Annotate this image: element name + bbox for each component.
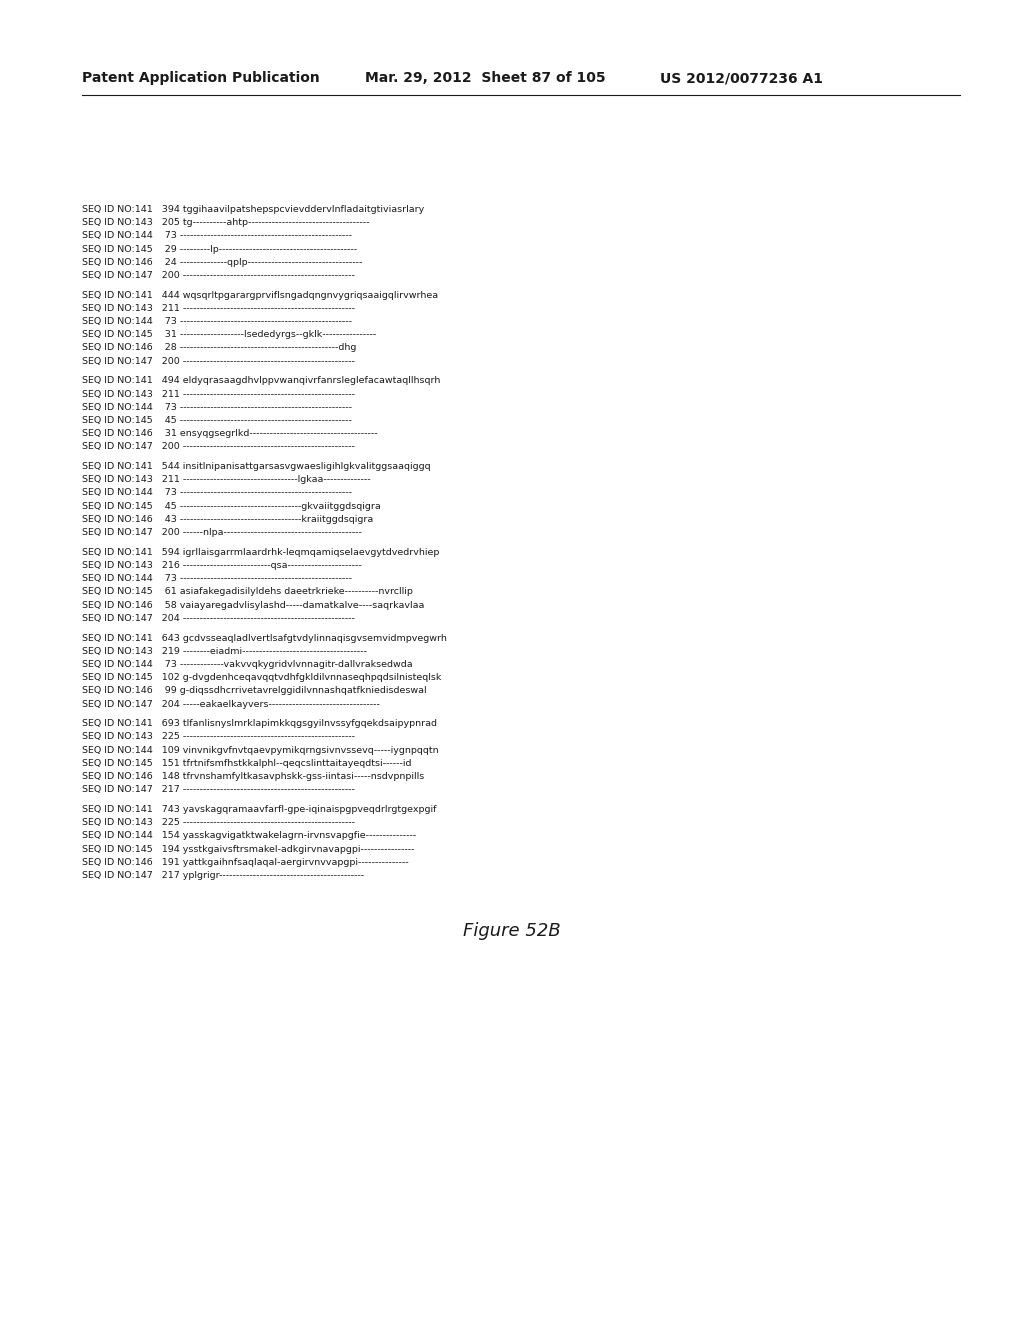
- Text: SEQ ID NO:143   219 --------eiadmi-------------------------------------: SEQ ID NO:143 219 --------eiadmi--------…: [82, 647, 367, 656]
- Text: SEQ ID NO:144    73 ---------------------------------------------------: SEQ ID NO:144 73 -----------------------…: [82, 574, 352, 583]
- Text: SEQ ID NO:144   154 yasskagvigatktwakelagrn-irvnsvapgfie---------------: SEQ ID NO:144 154 yasskagvigatktwakelagr…: [82, 832, 416, 841]
- Text: SEQ ID NO:143   211 ---------------------------------------------------: SEQ ID NO:143 211 ----------------------…: [82, 304, 355, 313]
- Text: SEQ ID NO:147   200 ---------------------------------------------------: SEQ ID NO:147 200 ----------------------…: [82, 442, 355, 451]
- Text: SEQ ID NO:143   216 --------------------------qsa----------------------: SEQ ID NO:143 216 ----------------------…: [82, 561, 361, 570]
- Text: SEQ ID NO:144    73 ---------------------------------------------------: SEQ ID NO:144 73 -----------------------…: [82, 231, 352, 240]
- Text: SEQ ID NO:144    73 ---------------------------------------------------: SEQ ID NO:144 73 -----------------------…: [82, 317, 352, 326]
- Text: SEQ ID NO:141   594 igrllaisgarrmlaardrhk-leqmqamiqselaevgytdvedrvhiep: SEQ ID NO:141 594 igrllaisgarrmlaardrhk-…: [82, 548, 439, 557]
- Text: SEQ ID NO:141   544 insitlnipanisattgarsasvgwaesligihlgkvalitggsaaqiggq: SEQ ID NO:141 544 insitlnipanisattgarsas…: [82, 462, 431, 471]
- Text: SEQ ID NO:145    45 ---------------------------------------------------: SEQ ID NO:145 45 -----------------------…: [82, 416, 352, 425]
- Text: Figure 52B: Figure 52B: [463, 923, 561, 940]
- Text: SEQ ID NO:143   211 ---------------------------------------------------: SEQ ID NO:143 211 ----------------------…: [82, 389, 355, 399]
- Text: US 2012/0077236 A1: US 2012/0077236 A1: [660, 71, 823, 84]
- Text: SEQ ID NO:146    31 ensyqgsegrlkd--------------------------------------: SEQ ID NO:146 31 ensyqgsegrlkd----------…: [82, 429, 378, 438]
- Text: SEQ ID NO:141   444 wqsqrltpgarargprviflsngadqngnvygriqsaaigqlirvwrhea: SEQ ID NO:141 444 wqsqrltpgarargprviflsn…: [82, 290, 438, 300]
- Text: SEQ ID NO:141   394 tggihaavilpatshepspcvievddervlnfladaitgtiviasrlary: SEQ ID NO:141 394 tggihaavilpatshepspcvi…: [82, 205, 424, 214]
- Text: SEQ ID NO:141   643 gcdvsseaqladlvertlsafgtvdylinnaqisgvsemvidmpvegwrh: SEQ ID NO:141 643 gcdvsseaqladlvertlsafg…: [82, 634, 446, 643]
- Text: SEQ ID NO:141   743 yavskagqramaavfarfl-gpe-iqinaispgpveqdrlrgtgexpgif: SEQ ID NO:141 743 yavskagqramaavfarfl-gp…: [82, 805, 436, 814]
- Text: Mar. 29, 2012  Sheet 87 of 105: Mar. 29, 2012 Sheet 87 of 105: [365, 71, 605, 84]
- Text: SEQ ID NO:146    58 vaiayaregadvlisylashd-----damatkalve----saqrkavlaa: SEQ ID NO:146 58 vaiayaregadvlisylashd--…: [82, 601, 424, 610]
- Text: SEQ ID NO:145   151 tfrtnifsmfhstkkalphl--qeqcslinttaitayeqdtsi------id: SEQ ID NO:145 151 tfrtnifsmfhstkkalphl--…: [82, 759, 412, 768]
- Text: SEQ ID NO:145    61 asiafakegadisilyldehs daeetrkrieke----------nvrcllip: SEQ ID NO:145 61 asiafakegadisilyldehs d…: [82, 587, 413, 597]
- Text: Patent Application Publication: Patent Application Publication: [82, 71, 319, 84]
- Text: SEQ ID NO:146    43 ------------------------------------kraiitggdsqigra: SEQ ID NO:146 43 -----------------------…: [82, 515, 374, 524]
- Text: SEQ ID NO:146   148 tfrvnshamfyltkasavphskk-gss-iintasi-----nsdvpnpills: SEQ ID NO:146 148 tfrvnshamfyltkasavphsk…: [82, 772, 424, 781]
- Text: SEQ ID NO:144   109 vinvnikgvfnvtqaevpymikqrngsivnvssevq-----iygnpqqtn: SEQ ID NO:144 109 vinvnikgvfnvtqaevpymik…: [82, 746, 438, 755]
- Text: SEQ ID NO:143   225 ---------------------------------------------------: SEQ ID NO:143 225 ----------------------…: [82, 733, 355, 742]
- Text: SEQ ID NO:146    99 g-diqssdhcrrivetavrelggidilvnnashqatfkniedisdeswal: SEQ ID NO:146 99 g-diqssdhcrrivetavrelgg…: [82, 686, 427, 696]
- Text: SEQ ID NO:143   205 tg----------ahtp------------------------------------: SEQ ID NO:143 205 tg----------ahtp------…: [82, 218, 370, 227]
- Text: SEQ ID NO:145    31 -------------------lsededyrgs--gklk----------------: SEQ ID NO:145 31 -------------------lsed…: [82, 330, 376, 339]
- Text: SEQ ID NO:144    73 ---------------------------------------------------: SEQ ID NO:144 73 -----------------------…: [82, 488, 352, 498]
- Text: SEQ ID NO:147   204 ---------------------------------------------------: SEQ ID NO:147 204 ----------------------…: [82, 614, 355, 623]
- Text: SEQ ID NO:147   200 ---------------------------------------------------: SEQ ID NO:147 200 ----------------------…: [82, 356, 355, 366]
- Text: SEQ ID NO:146    24 --------------qplp----------------------------------: SEQ ID NO:146 24 --------------qplp-----…: [82, 257, 362, 267]
- Text: SEQ ID NO:141   494 eldyqrasaagdhvlppvwanqivrfanrsleglefacawtaqllhsqrh: SEQ ID NO:141 494 eldyqrasaagdhvlppvwanq…: [82, 376, 440, 385]
- Text: SEQ ID NO:144    73 -------------vakvvqkygridvlvnnagitr-dallvraksedwda: SEQ ID NO:144 73 -------------vakvvqkygr…: [82, 660, 413, 669]
- Text: SEQ ID NO:147   217 ---------------------------------------------------: SEQ ID NO:147 217 ----------------------…: [82, 785, 355, 795]
- Text: SEQ ID NO:145   102 g-dvgdenhceqavqqtvdhfgkldilvnnaseqhpqdsilnisteqlsk: SEQ ID NO:145 102 g-dvgdenhceqavqqtvdhfg…: [82, 673, 441, 682]
- Text: SEQ ID NO:146   191 yattkgaihnfsaqlaqal-aergirvnvvapgpi---------------: SEQ ID NO:146 191 yattkgaihnfsaqlaqal-ae…: [82, 858, 409, 867]
- Text: SEQ ID NO:147   200 ------nlpa-----------------------------------------: SEQ ID NO:147 200 ------nlpa------------…: [82, 528, 361, 537]
- Text: SEQ ID NO:141   693 tlfanlisnyslmrklapimkkqgsgyilnvssyfgqekdsaipypnrad: SEQ ID NO:141 693 tlfanlisnyslmrklapimkk…: [82, 719, 437, 729]
- Text: SEQ ID NO:147   217 yplgrigr-------------------------------------------: SEQ ID NO:147 217 yplgrigr--------------…: [82, 871, 365, 880]
- Text: SEQ ID NO:147   204 -----eakaelkayvers---------------------------------: SEQ ID NO:147 204 -----eakaelkayvers----…: [82, 700, 380, 709]
- Text: SEQ ID NO:145    45 ------------------------------------gkvaiitggdsqigra: SEQ ID NO:145 45 -----------------------…: [82, 502, 381, 511]
- Text: SEQ ID NO:146    28 -----------------------------------------------dhg: SEQ ID NO:146 28 -----------------------…: [82, 343, 356, 352]
- Text: SEQ ID NO:143   225 ---------------------------------------------------: SEQ ID NO:143 225 ----------------------…: [82, 818, 355, 828]
- Text: SEQ ID NO:144    73 ---------------------------------------------------: SEQ ID NO:144 73 -----------------------…: [82, 403, 352, 412]
- Text: SEQ ID NO:143   211 ----------------------------------lgkaa--------------: SEQ ID NO:143 211 ----------------------…: [82, 475, 371, 484]
- Text: SEQ ID NO:147   200 ---------------------------------------------------: SEQ ID NO:147 200 ----------------------…: [82, 271, 355, 280]
- Text: SEQ ID NO:145   194 ysstkgaivsftrsmakel-adkgirvnavapgpi----------------: SEQ ID NO:145 194 ysstkgaivsftrsmakel-ad…: [82, 845, 415, 854]
- Text: SEQ ID NO:145    29 ---------lp-----------------------------------------: SEQ ID NO:145 29 ---------lp------------…: [82, 244, 357, 253]
